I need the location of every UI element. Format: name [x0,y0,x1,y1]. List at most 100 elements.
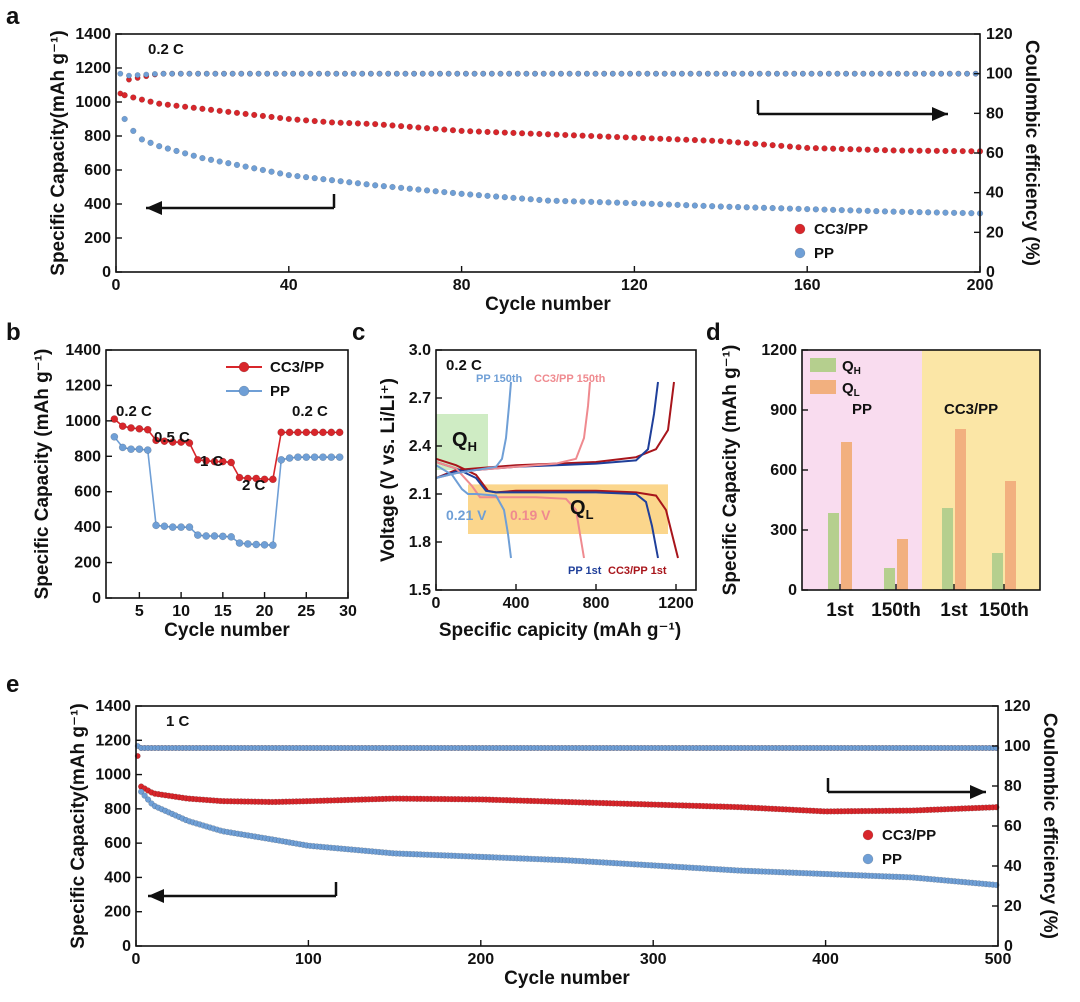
panel-a-capacity-point-CC3/PP [631,134,638,141]
panel-b-point-PP [168,523,177,531]
panel-a-ce-point-PP [920,70,927,77]
panel-a-capacity-point-PP [639,200,647,207]
panel-a-capacity-point-PP [553,197,560,205]
panel-b-xtick-label: 30 [339,603,357,620]
panel-a-ce-point-PP [955,70,962,77]
panel-a-capacity-point-PP [605,199,612,206]
panel-label-d: d [706,319,721,346]
panel-b-ytick-label: 1000 [65,413,101,430]
panel-a-capacity-point-PP [181,150,189,157]
panel-a-ce-point-PP [609,70,616,77]
panel-a-y2tick-label: 120 [986,26,1013,43]
panel-d-bar-QH [942,508,953,590]
panel-a-ce-point-PP [169,70,176,77]
panel-a-capacity-point-CC3/PP [458,127,465,135]
panel-e-ytick-label: 800 [104,801,131,818]
panel-a-capacity-point-CC3/PP [907,147,915,154]
panel-b-xtick-label: 25 [297,603,315,620]
panel-a-capacity-point-PP [294,172,301,180]
panel-a-capacity-point-PP [873,207,880,215]
panel-d-legend-label-main: Q [842,358,854,375]
panel-b-point-PP [202,532,210,540]
panel-c-label-pp150: PP 150th [476,373,523,385]
panel-a-capacity-point-PP [225,160,232,167]
panel-a-y2tick-label: 20 [986,224,1004,241]
panel-a-capacity-point-PP [484,192,491,199]
panel-a-capacity-point-CC3/PP [346,119,353,127]
panel-a-ce-point-PP [635,70,642,77]
panel-b-xtick-label: 5 [135,603,144,620]
panel-a-capacity-point-PP [769,204,776,212]
panel-b-point-PP [210,532,219,540]
panel-c-frame [435,349,697,591]
panel-b-ytick-label: 600 [74,484,101,501]
panel-c-xlabel: Specific capicity (mAh g⁻¹) [439,620,681,641]
panel-a-capacity-point-CC3/PP [432,125,439,133]
panel-a-capacity-point-CC3/PP [734,139,742,146]
panel-a-capacity-point-CC3/PP [225,108,232,116]
panel-a-capacity-point-CC3/PP [950,147,958,155]
panel-b-point-CC3/PP [252,474,261,483]
panel-a-ce-point-PP [480,70,487,77]
panel-a-capacity-point-CC3/PP [181,103,189,110]
panel-a-ce-point-PP [808,70,815,77]
panel-a-ce-point-PP [506,70,513,77]
panel-a-ce-point-PP [791,70,798,77]
panel-b-point-CC3/PP [202,456,210,465]
panel-a-capacity-point-CC3/PP [164,101,171,108]
panel-e-xtick-label: 100 [295,951,322,968]
panel-b-xtick-label: 10 [172,603,190,620]
panel-a-ce-point-PP [644,70,651,77]
panel-a-capacity-point-CC3/PP [933,147,940,155]
panel-a-capacity-point-PP [423,187,431,194]
panel-a-capacity-point-PP [786,205,794,212]
panel-a-capacity-point-PP [354,180,362,187]
panel-a-capacity-point-PP [925,209,932,216]
panel-a-ce-point-PP [419,70,426,77]
panel-c-curve-pp1_dis [435,461,659,559]
panel-d-ytick-label: 300 [770,522,797,539]
panel-a-capacity-point-CC3/PP [795,144,802,151]
panel-b-rate-label: 0.5 C [154,429,190,446]
panel-a-capacity-point-PP [821,206,828,213]
panel-a-capacity-point-PP [596,198,603,206]
panel-a-capacity-point-PP [121,115,128,123]
panel-b-point-CC3/PP [285,428,294,437]
panel-a-capacity-point-PP [493,193,500,200]
panel-b-point-CC3/PP [143,425,152,434]
panel-a-capacity-point-CC3/PP [829,145,837,152]
panel-a-ce-point-PP [704,70,711,77]
panel-d-bar-QL [1005,481,1016,590]
panel-a-xtick-label: 120 [621,277,648,294]
panel-a-capacity-point-CC3/PP [804,144,811,152]
panel-a-capacity-point-CC3/PP [864,146,871,153]
panel-a-capacity-point-PP [268,168,275,175]
panel-a-ce-point-PP [834,70,841,77]
panel-d-ytick-label: 600 [770,462,797,479]
panel-a-ce-point-PP [722,70,729,77]
panel-d-legend-swatch [810,358,836,372]
panel-a-capacity-point-CC3/PP [268,113,275,121]
panel-a-y2tick-label: 40 [986,185,1004,202]
panel-a-ce-point-PP [307,70,314,77]
panel-a-capacity-point-CC3/PP [553,131,560,138]
panel-a-capacity-point-CC3/PP [648,135,655,142]
panel-a-ce-point-PP [221,70,227,77]
panel-a-capacity-point-PP [657,201,664,208]
panel-a-ce-point-PP [877,70,884,77]
panel-e-xlabel: Cycle number [504,968,630,989]
panel-a-capacity-point-CC3/PP [769,142,776,149]
panel-a-ce-point-PP [514,70,521,77]
panel-a-capacity-point-PP [562,197,569,205]
panel-a-ce-point-PP [350,70,357,77]
panel-a-ce-point-PP [696,70,703,77]
panel-b-rate-label: 0.2 C [116,403,152,420]
panel-a-capacity-point-CC3/PP [285,115,292,123]
panel-a-ce-point-PP [385,70,392,77]
panel-a-capacity-point-CC3/PP [501,129,508,136]
panel-a-y2label: Coulombic efficiency (%) [1021,40,1042,266]
panel-a-capacity-point-PP [389,183,396,191]
panel-a-ylabel: Specific Capacity(mAh g⁻¹) [48,30,69,275]
panel-a-legend-marker-CC3/PP [794,223,806,235]
panel-a-capacity-point-CC3/PP [916,147,923,154]
